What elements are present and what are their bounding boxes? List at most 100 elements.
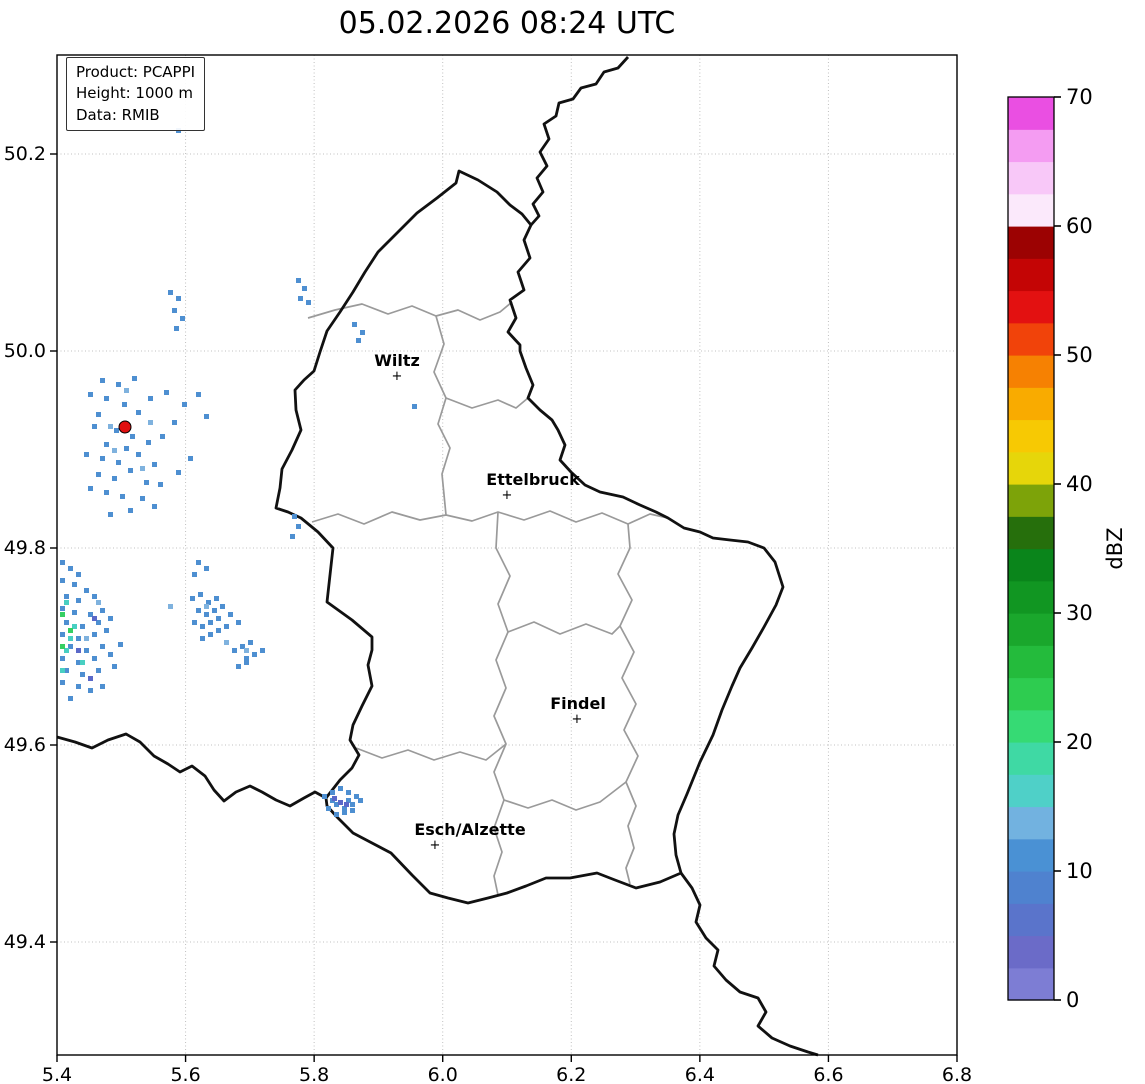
precip-cell: [354, 794, 359, 799]
colorbar-tick-label: 40: [1066, 472, 1093, 496]
precip-cell: [204, 604, 209, 609]
precip-cell: [204, 612, 209, 617]
precip-cell: [76, 684, 81, 689]
precip-cell: [76, 660, 81, 665]
precip-cell: [60, 644, 65, 649]
precip-cell: [228, 612, 233, 617]
precip-cell: [108, 512, 113, 517]
precip-cell: [334, 802, 339, 807]
precip-cell: [84, 636, 89, 641]
precip-cell: [192, 620, 197, 625]
precip-cell: [224, 640, 229, 645]
colorbar-tick-label: 30: [1066, 601, 1093, 625]
page-title: 05.02.2026 08:24 UTC: [338, 6, 676, 41]
colorbar-band: [1008, 451, 1054, 485]
precip-cell: [132, 376, 137, 381]
precip-cell: [330, 790, 335, 795]
precip-cell: [92, 632, 97, 637]
colorbar-band: [1008, 484, 1054, 517]
precip-cell: [296, 524, 301, 529]
precip-cell: [124, 388, 129, 393]
canton-border: [355, 743, 507, 761]
colorbar-band: [1008, 258, 1054, 292]
precip-cell: [204, 414, 209, 419]
y-tick-label: 49.6: [4, 734, 46, 756]
precip-cell: [208, 620, 213, 625]
colorbar-band: [1008, 322, 1054, 356]
precip-cell: [88, 486, 93, 491]
precip-cell: [196, 560, 201, 565]
colorbar-band: [1008, 161, 1054, 195]
precip-cell: [88, 688, 93, 693]
precip-cell: [342, 806, 347, 811]
city-label: Esch/Alzette: [414, 820, 526, 839]
colorbar-band: [1008, 226, 1054, 259]
precip-cell: [206, 600, 211, 605]
precip-cell: [88, 392, 93, 397]
precip-cell: [220, 604, 225, 609]
colorbar-band: [1008, 290, 1054, 324]
precip-cell: [68, 566, 73, 571]
height-line: Height: 1000 m: [76, 84, 193, 103]
colorbar-band: [1008, 967, 1054, 1001]
precip-cell: [212, 608, 217, 613]
precip-cell: [112, 664, 117, 669]
precip-cell: [182, 402, 187, 407]
colorbar-band: [1008, 645, 1054, 679]
precip-cell: [124, 446, 129, 451]
canton-border: [307, 301, 513, 321]
precip-cell: [188, 456, 193, 461]
precip-cell: [64, 594, 69, 599]
colorbar-frame: [1007, 96, 1055, 1001]
precip-cell: [224, 624, 229, 629]
canton-border: [507, 621, 621, 635]
colorbar-band: [1008, 935, 1054, 969]
colorbar-band: [1008, 838, 1054, 872]
precip-cell: [338, 786, 343, 791]
canton-border: [445, 397, 529, 409]
precip-cell: [168, 604, 173, 609]
city-marker: +: [572, 712, 583, 727]
precip-cell: [114, 428, 119, 433]
radar-site-marker: [118, 420, 132, 434]
precip-cell: [216, 628, 221, 633]
colorbar-tick-label: 50: [1066, 343, 1093, 367]
x-tick-label: 6.0: [428, 1064, 458, 1084]
precip-cell: [196, 392, 201, 397]
precip-cell: [252, 652, 257, 657]
precip-cell: [84, 648, 89, 653]
precip-cell: [350, 802, 355, 807]
precip-cell: [104, 628, 109, 633]
colorbar-band: [1008, 677, 1054, 711]
precip-cell: [60, 656, 65, 661]
precip-cell: [190, 596, 195, 601]
colorbar-band: [1008, 355, 1054, 388]
precip-cell: [298, 296, 303, 301]
precip-cell: [96, 668, 101, 673]
precip-cell: [68, 696, 73, 701]
product-info-box: Product: PCAPPI Height: 1000 m Data: RMI…: [66, 57, 206, 131]
precip-cell: [136, 410, 141, 415]
precip-cell: [322, 794, 327, 799]
precip-cell: [64, 648, 69, 653]
precip-cell: [356, 338, 361, 343]
precip-cell: [76, 572, 81, 577]
city-label: Ettelbruck: [486, 470, 580, 489]
x-tick-label: 5.8: [299, 1064, 329, 1084]
precip-cell: [208, 632, 213, 637]
precip-cell: [346, 790, 351, 795]
precip-cell: [342, 810, 347, 815]
colorbar-band: [1008, 516, 1054, 550]
canton-border: [311, 510, 669, 525]
precip-cell: [92, 594, 97, 599]
precip-cell: [76, 598, 81, 603]
precip-cell: [344, 802, 349, 807]
precip-cell: [116, 460, 121, 465]
precip-cell: [198, 592, 203, 597]
precip-cell: [306, 300, 311, 305]
colorbar-band: [1008, 742, 1054, 775]
precip-cell: [96, 620, 101, 625]
precip-cell: [64, 668, 69, 673]
